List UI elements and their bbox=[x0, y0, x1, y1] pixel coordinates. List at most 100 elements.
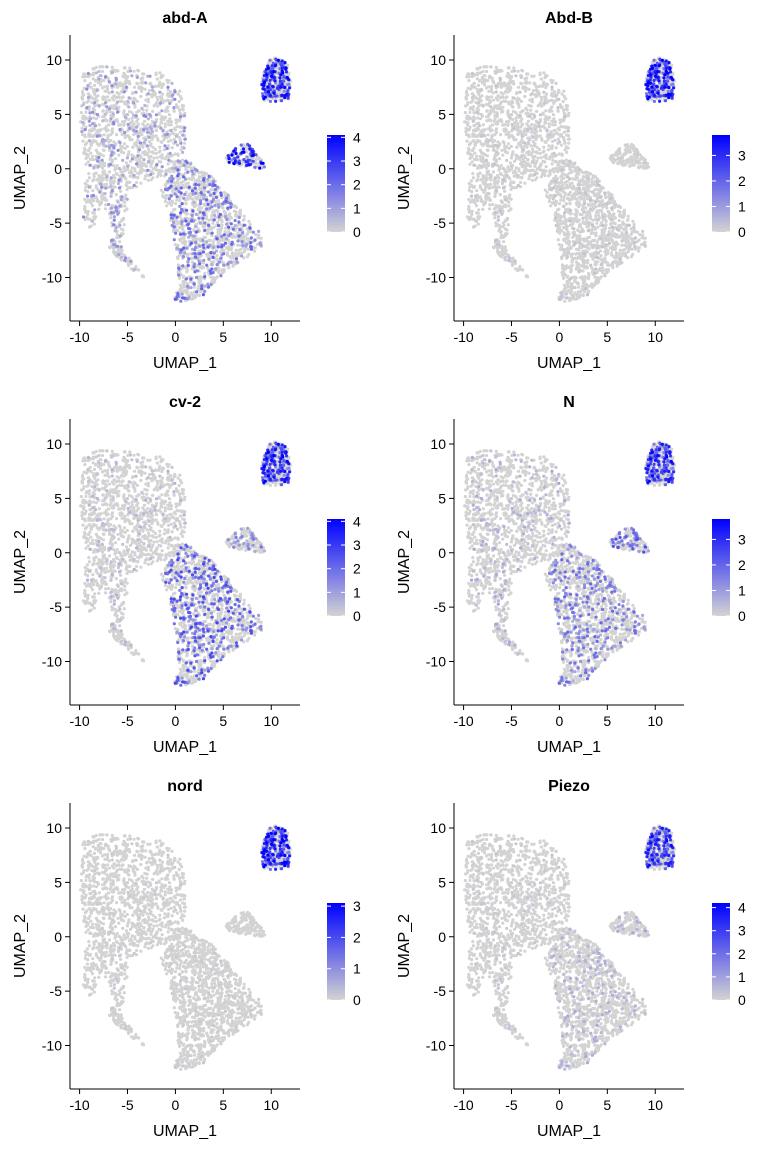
data-point bbox=[214, 188, 217, 191]
data-point bbox=[137, 268, 140, 271]
data-point bbox=[177, 266, 180, 269]
data-point bbox=[119, 141, 122, 144]
data-point bbox=[135, 120, 138, 123]
data-point bbox=[531, 179, 534, 182]
data-point bbox=[112, 122, 115, 125]
data-point bbox=[112, 250, 115, 253]
data-point bbox=[227, 154, 230, 157]
data-point bbox=[129, 260, 132, 263]
data-point bbox=[481, 152, 484, 155]
data-point bbox=[171, 190, 174, 193]
data-point bbox=[227, 157, 230, 160]
data-point bbox=[199, 211, 202, 214]
data-point bbox=[168, 113, 171, 116]
data-point bbox=[99, 83, 102, 86]
data-point bbox=[540, 156, 543, 159]
data-point bbox=[181, 264, 184, 267]
data-point bbox=[476, 173, 479, 176]
legend-tick-label: 3 bbox=[353, 153, 361, 169]
data-point bbox=[505, 252, 508, 255]
data-point bbox=[519, 158, 522, 161]
y-tick-label: 5 bbox=[54, 106, 62, 122]
data-point bbox=[111, 90, 114, 93]
data-point bbox=[197, 293, 200, 296]
data-point bbox=[159, 127, 162, 130]
data-point bbox=[198, 187, 201, 190]
data-point bbox=[96, 160, 99, 163]
data-point bbox=[183, 146, 186, 149]
data-point bbox=[532, 75, 535, 78]
data-point bbox=[175, 199, 178, 202]
data-point bbox=[96, 198, 99, 201]
data-point bbox=[519, 143, 522, 146]
data-point bbox=[180, 293, 183, 296]
data-point bbox=[191, 209, 194, 212]
data-point bbox=[260, 162, 263, 165]
data-point bbox=[197, 217, 200, 220]
data-point bbox=[505, 96, 508, 99]
data-point bbox=[519, 181, 522, 184]
data-point bbox=[272, 70, 275, 73]
data-point bbox=[519, 120, 522, 123]
data-point bbox=[182, 129, 185, 132]
data-point bbox=[475, 211, 478, 214]
data-point bbox=[236, 239, 239, 242]
data-point bbox=[471, 218, 474, 221]
data-point bbox=[148, 89, 151, 92]
data-point bbox=[170, 82, 173, 85]
data-point bbox=[184, 219, 187, 222]
data-point bbox=[485, 65, 488, 68]
data-point bbox=[213, 218, 216, 221]
data-point bbox=[228, 214, 231, 217]
data-point bbox=[542, 113, 545, 116]
data-point bbox=[270, 75, 273, 78]
data-point bbox=[203, 221, 206, 224]
data-point bbox=[127, 118, 130, 121]
data-point bbox=[563, 139, 566, 142]
data-point bbox=[471, 172, 474, 175]
data-point bbox=[567, 142, 570, 145]
data-point bbox=[281, 83, 284, 86]
data-point bbox=[623, 248, 626, 251]
data-point bbox=[99, 183, 102, 186]
data-point bbox=[116, 200, 119, 203]
data-point bbox=[235, 210, 238, 213]
data-point bbox=[468, 186, 471, 189]
data-point bbox=[224, 227, 227, 230]
data-point bbox=[474, 135, 477, 138]
data-point bbox=[121, 174, 124, 177]
data-point bbox=[191, 170, 194, 173]
data-point bbox=[523, 160, 526, 163]
data-point bbox=[507, 201, 510, 204]
data-point bbox=[92, 199, 95, 202]
data-point bbox=[237, 235, 240, 238]
data-point bbox=[105, 105, 108, 108]
data-point bbox=[496, 94, 499, 97]
data-point bbox=[551, 159, 554, 162]
data-point bbox=[500, 230, 503, 233]
data-point bbox=[80, 130, 83, 133]
data-point bbox=[105, 130, 108, 133]
data-point bbox=[111, 160, 114, 163]
data-point bbox=[154, 73, 157, 76]
data-point bbox=[134, 265, 137, 268]
panel-2: Abd-B-10-50510-10-50510UMAP_1UMAP_20123 bbox=[396, 10, 746, 372]
data-point bbox=[519, 126, 522, 129]
data-point bbox=[567, 138, 570, 141]
data-point bbox=[280, 64, 283, 67]
data-point bbox=[173, 138, 176, 141]
data-point bbox=[470, 101, 473, 104]
data-point bbox=[146, 169, 149, 172]
data-point bbox=[82, 140, 85, 143]
data-point bbox=[470, 179, 473, 182]
data-point bbox=[151, 150, 154, 153]
data-point bbox=[194, 187, 197, 190]
data-point bbox=[147, 179, 150, 182]
data-point bbox=[161, 93, 164, 96]
data-point bbox=[573, 276, 576, 279]
data-point bbox=[183, 126, 186, 129]
data-point bbox=[81, 117, 84, 120]
data-point bbox=[135, 158, 138, 161]
data-point bbox=[160, 141, 163, 144]
data-point bbox=[147, 136, 150, 139]
